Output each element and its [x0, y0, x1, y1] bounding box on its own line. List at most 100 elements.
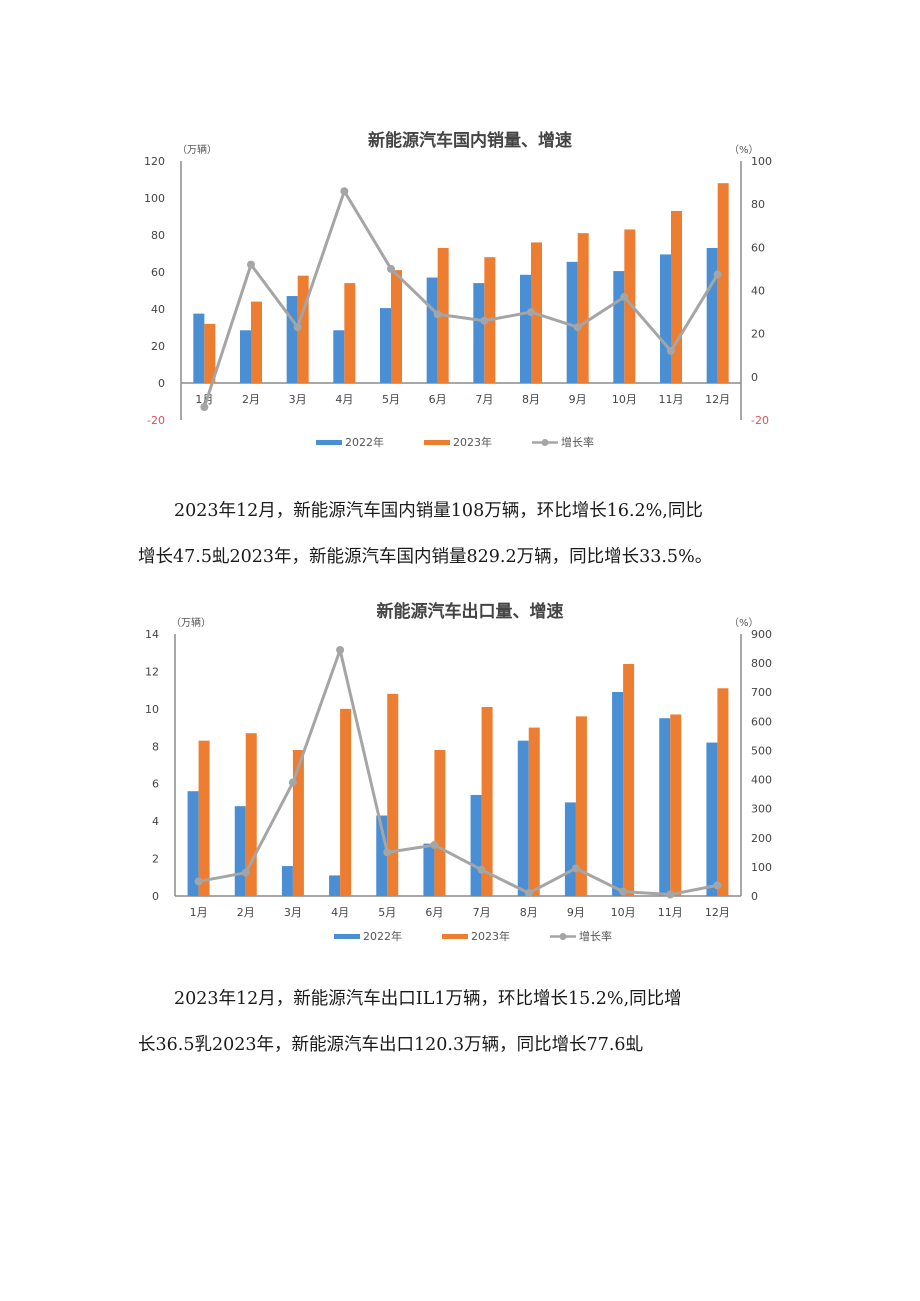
bar-2022年	[612, 692, 624, 896]
x-axis-tick: 9月	[567, 906, 585, 919]
legend-swatch-2022年	[316, 440, 342, 445]
growth-rate-marker	[336, 646, 345, 655]
growth-rate-marker	[573, 323, 582, 332]
x-axis-tick: 6月	[429, 393, 447, 406]
bar-2023年	[528, 727, 540, 896]
bar-2022年	[380, 308, 391, 383]
bar-2022年	[566, 261, 578, 383]
x-axis-tick: 3月	[284, 906, 302, 919]
bar-2023年	[204, 323, 216, 383]
legend-label: 增长率	[579, 929, 612, 943]
bar-2022年	[234, 806, 246, 896]
chart-title: 新能源汽车国内销量、增速	[368, 130, 572, 151]
right-axis-tick: 60	[751, 241, 765, 254]
bar-2023年	[340, 708, 352, 896]
growth-rate-marker	[433, 310, 442, 319]
growth-rate-marker	[713, 270, 722, 279]
bar-2023年	[671, 210, 682, 383]
growth-rate-line	[202, 189, 719, 408]
left-axis-tick: 14	[145, 628, 159, 641]
x-axis-tick: 12月	[705, 906, 730, 919]
domestic-summary-line-1: 2023年12月，新能源汽车国内销量108万辆，环比增长16.2%,同比	[174, 501, 703, 521]
left-axis-unit: （万辆）	[177, 143, 217, 156]
bar-2023年	[391, 270, 402, 383]
bar-2023年	[292, 750, 304, 896]
bar-2022年	[470, 794, 482, 896]
domestic-summary-line-2: 增长47.5虬2023年，新能源汽车国内销量829.2万辆，同比增长33.5%。	[138, 547, 713, 567]
right-axis-tick: 800	[751, 657, 772, 670]
bar-2022年	[193, 313, 205, 383]
right-axis-tick: 0	[751, 890, 758, 903]
bar-2022年	[286, 296, 298, 383]
legend-swatch-2023年	[442, 934, 468, 939]
x-axis-tick: 3月	[289, 393, 307, 406]
x-axis-tick: 12月	[705, 393, 730, 406]
domestic-sales-chart: 新能源汽车国内销量、增速 （万辆） （%） 120 100 80 60 40 20 0 -20 100…	[0, 0, 920, 470]
right-axis-tick: 700	[751, 686, 772, 699]
growth-rate-marker	[340, 187, 349, 196]
bar-2023年	[245, 733, 257, 896]
bar-2023年	[344, 283, 356, 383]
x-axis-tick: 5月	[378, 906, 396, 919]
bar-2023年	[297, 275, 309, 383]
bar-2022年	[706, 247, 718, 383]
right-axis-tick: 80	[751, 198, 765, 211]
left-axis-tick: 12	[145, 665, 159, 678]
x-axis-tick: 2月	[237, 906, 255, 919]
growth-rate-marker	[527, 308, 535, 317]
x-axis-tick: 11月	[659, 393, 684, 406]
left-axis-tick: 60	[151, 266, 165, 279]
x-axis-tick: 8月	[520, 906, 538, 919]
right-axis-tick: 600	[751, 715, 772, 728]
export-chart: 新能源汽车出口量、增速 （万辆） （%） 14 12 10 8 6 4 2 0 900 800 700 60…	[0, 590, 920, 960]
x-axis-tick: 10月	[611, 906, 636, 919]
domestic-sales-chart-svg: 新能源汽车国内销量、增速 （万辆） （%） 120 100 80 60 40 20 0 -20 100…	[144, 130, 772, 449]
left-axis-tick: 40	[151, 303, 165, 316]
bar-2022年	[706, 742, 718, 896]
x-axis-tick: 6月	[425, 906, 443, 919]
bar-2023年	[575, 716, 587, 896]
right-axis-tick: 500	[751, 744, 772, 757]
left-axis-tick: 80	[151, 229, 165, 242]
legend-marker	[541, 439, 549, 446]
bar-2022年	[520, 274, 531, 383]
left-axis-unit: （万辆）	[171, 616, 211, 629]
x-axis-tick: 4月	[335, 393, 353, 406]
legend-label: 2023年	[453, 435, 492, 449]
left-axis-tick: 100	[144, 192, 165, 205]
growth-rate-marker	[620, 292, 629, 301]
bar-2023年	[670, 714, 682, 896]
left-axis-tick: 10	[145, 703, 159, 716]
left-axis-tick: 0	[158, 377, 165, 390]
chart-title: 新能源汽车出口量、增速	[377, 601, 564, 622]
legend-swatch-2022年	[334, 934, 360, 939]
bar-2022年	[281, 866, 293, 896]
bar-2023年	[434, 750, 446, 896]
left-axis-tick: 4	[152, 815, 159, 828]
growth-rate-marker	[477, 865, 486, 874]
x-axis-tick: 10月	[612, 393, 637, 406]
bar-2023年	[717, 688, 729, 896]
right-axis-unit: （%）	[729, 617, 759, 629]
right-axis-unit: （%）	[729, 144, 759, 156]
growth-rate-marker	[480, 316, 489, 325]
bar-2022年	[517, 740, 529, 896]
growth-rate-marker	[667, 346, 675, 355]
x-axis-tick: 4月	[331, 906, 349, 919]
bar-2022年	[564, 802, 576, 896]
growth-rate-marker	[200, 403, 209, 412]
legend-marker	[559, 933, 567, 940]
bar-2023年	[717, 183, 729, 383]
growth-rate-marker	[666, 890, 675, 899]
growth-rate-marker	[619, 887, 628, 896]
left-axis-tick: 2	[152, 853, 159, 866]
right-axis-tick: 200	[751, 832, 772, 845]
bar-2022年	[333, 330, 345, 383]
x-axis-tick: 1月	[190, 906, 208, 919]
x-axis-tick: 9月	[569, 393, 587, 406]
growth-rate-marker	[293, 323, 302, 332]
right-axis-tick: 100	[751, 155, 772, 168]
growth-rate-marker	[430, 841, 439, 850]
bar-2022年	[240, 330, 251, 383]
right-axis-tick: -20	[751, 414, 769, 427]
